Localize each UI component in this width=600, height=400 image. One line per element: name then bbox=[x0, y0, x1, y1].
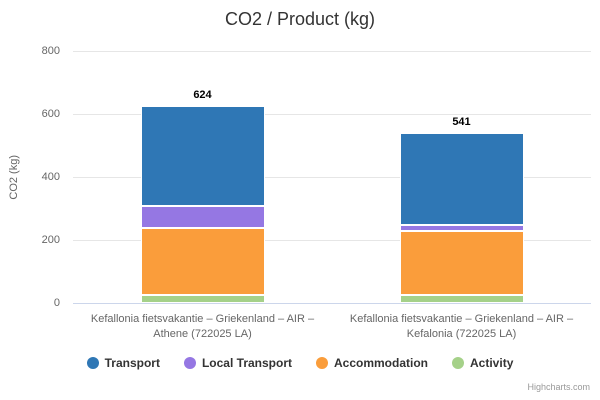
stack-total-label: 541 bbox=[452, 115, 471, 128]
bar-segment-transport[interactable] bbox=[399, 132, 524, 225]
bar-segment-transport[interactable] bbox=[140, 106, 265, 206]
x-category-label: Kefallonia fietsvakantie – Griekenland –… bbox=[349, 313, 574, 340]
legend-marker-icon bbox=[86, 357, 99, 369]
stack-total-label: 624 bbox=[193, 89, 212, 102]
bar-segment-local-transport[interactable] bbox=[399, 224, 524, 231]
legend-item-accommodation[interactable]: Accommodation bbox=[316, 356, 428, 370]
legend-item-activity[interactable]: Activity bbox=[452, 356, 513, 370]
bar-segment-activity[interactable] bbox=[140, 294, 265, 303]
chart-title: CO2 / Product (kg) bbox=[224, 9, 376, 29]
y-tick-label: 800 bbox=[41, 45, 60, 57]
highcharts-credit-link[interactable]: Highcharts.com bbox=[527, 382, 590, 392]
y-tick-label: 600 bbox=[41, 108, 60, 120]
legend-marker-icon bbox=[452, 357, 465, 369]
y-tick-label: 0 bbox=[53, 297, 60, 309]
legend-item-local-transport[interactable]: Local Transport bbox=[183, 356, 292, 370]
legend-item-transport[interactable]: Transport bbox=[86, 356, 160, 370]
bar-segment-local-transport[interactable] bbox=[140, 205, 265, 229]
legend-item-label: Transport bbox=[104, 356, 160, 370]
y-gridline bbox=[73, 51, 591, 52]
legend: Transport Local Transport Accommodation Act… bbox=[0, 356, 600, 370]
y-tick-label: 200 bbox=[41, 234, 60, 246]
legend-item-label: Accommodation bbox=[334, 356, 429, 370]
bar-segment-activity[interactable] bbox=[399, 294, 524, 303]
legend-item-label: Activity bbox=[470, 356, 514, 370]
bar-segment-accommodation[interactable] bbox=[399, 230, 524, 295]
legend-item-label: Local Transport bbox=[201, 356, 292, 370]
y-gridline bbox=[73, 114, 591, 115]
bar-segment-accommodation[interactable] bbox=[140, 228, 265, 295]
x-axis-line bbox=[73, 303, 591, 304]
y-gridline bbox=[73, 240, 591, 241]
legend-marker-icon bbox=[316, 357, 328, 369]
y-gridline bbox=[73, 177, 591, 178]
x-category-label: Kefallonia fietsvakantie – Griekenland –… bbox=[90, 313, 315, 340]
legend-marker-icon bbox=[183, 357, 196, 369]
y-tick-label: 400 bbox=[41, 171, 60, 183]
